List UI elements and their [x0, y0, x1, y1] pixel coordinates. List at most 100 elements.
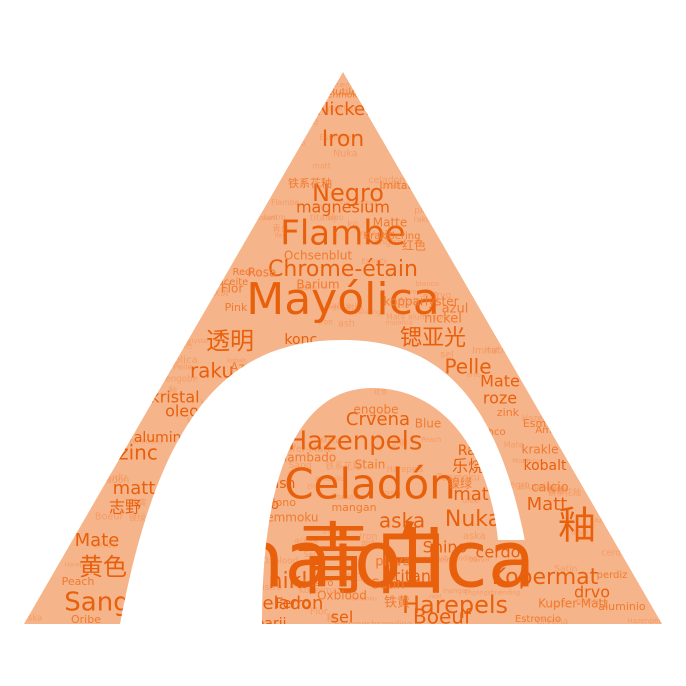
filler-word: Red: [241, 423, 253, 431]
filler-word: Matt: [50, 302, 70, 312]
filler-word: ash: [384, 489, 401, 500]
filler-word: mat: [24, 393, 42, 403]
filler-word: titanij: [167, 211, 188, 220]
word-item: 锶亚光: [400, 326, 466, 351]
word-item: nickel: [424, 312, 462, 327]
filler-word: oleo: [462, 496, 479, 505]
filler-word: Flambe: [271, 198, 299, 207]
word-item: Stain: [355, 458, 386, 472]
word-item: Barium: [296, 278, 339, 292]
filler-word: Iron: [318, 318, 333, 327]
filler-word: 透明: [318, 369, 336, 380]
filler-word: ash: [338, 319, 355, 330]
filler-word: Celadón: [123, 97, 149, 105]
word-item: Peach: [62, 575, 95, 588]
word-item: ash: [271, 476, 296, 492]
filler-word: Oxblood: [27, 160, 64, 170]
filler-word: drvo: [467, 371, 481, 379]
word-item: Ferro: [275, 596, 310, 612]
word-item: barij: [255, 616, 286, 632]
filler-word: ko: [113, 239, 123, 249]
filler-word: Celadón: [203, 625, 228, 633]
filler-word: azul: [624, 254, 640, 263]
filler-word: Matte: [189, 603, 207, 610]
word-item: Mate: [75, 530, 120, 551]
filler-word: roze: [89, 348, 106, 357]
filler-word: Hazenpels: [627, 616, 664, 625]
filler-word: Mate aluminium: [386, 312, 449, 321]
filler-word: kopparlyster: [319, 104, 363, 113]
filler-word: Boeuf: [95, 511, 123, 522]
filler-word: 志野: [622, 491, 635, 500]
filler-word: 铁系花釉: [508, 227, 543, 239]
filler-word: Flor: [561, 352, 578, 363]
filler-word: Azul: [309, 554, 327, 564]
filler-word: nikl: [193, 174, 210, 185]
filler-word: Iron: [408, 288, 420, 295]
filler-word: plava: [469, 555, 489, 564]
word-item: Theestof: [125, 609, 179, 623]
filler-word: temmoku: [224, 92, 253, 99]
word-item: Krakelering: [364, 231, 421, 242]
word-item: 镍绿: [448, 476, 472, 491]
filler-word: ko: [347, 219, 358, 230]
word-item: flambado: [280, 451, 337, 465]
filler-word: 锶亚光: [303, 378, 332, 390]
filler-word: Bleu: [130, 103, 152, 114]
word-item: cerdo: [476, 543, 521, 562]
filler-word: aska: [331, 384, 346, 392]
word-item: magnesium: [296, 198, 390, 217]
word-item: Shino: [423, 538, 468, 557]
filler-word: engobe: [165, 374, 198, 384]
word-item: Mayólica: [246, 274, 440, 325]
filler-word: raku: [413, 215, 430, 224]
filler-word: ko: [400, 154, 410, 164]
word-item: Flor: [221, 282, 244, 296]
filler-word: Crvena: [524, 304, 547, 311]
filler-word: matt: [413, 131, 429, 139]
filler-word: zink: [559, 94, 572, 101]
filler-word: Satin: [339, 302, 363, 313]
filler-word: Negro: [503, 481, 529, 491]
filler-word: Sang: [581, 331, 600, 340]
filler-word: Harepels: [75, 325, 115, 335]
filler-word: kopparlyster: [428, 161, 480, 171]
word-item: Tenmoku: [322, 91, 363, 101]
filler-word: Ochsenblut: [199, 574, 247, 584]
filler-word: Mate: [292, 582, 309, 590]
filler-word: Engangsbrænding: [335, 620, 413, 630]
filler-word: titanij: [310, 214, 336, 224]
filler-word: kobalt: [138, 244, 157, 251]
filler-word: Nuka: [434, 118, 455, 127]
word-item: Mate aluminium: [561, 628, 642, 639]
word-item: 黄色: [79, 553, 127, 581]
filler-word: Mate: [320, 435, 340, 445]
word-item: Engangsbrænding: [296, 624, 397, 637]
word-item: Celadon: [447, 631, 488, 642]
filler-word: 锶亚光: [412, 122, 435, 132]
word-item: vit: [377, 229, 392, 243]
filler-word: ko: [200, 398, 208, 406]
filler-word: 黄色: [180, 341, 193, 350]
word-item: Pelle: [444, 355, 491, 379]
filler-word: Lustro: [242, 270, 262, 277]
filler-word: Oxblood: [261, 556, 298, 566]
filler-word: Celadón: [19, 262, 55, 273]
word-item: Oxblood: [317, 589, 367, 603]
filler-word: alumine: [409, 156, 448, 167]
word-item: Chrome-étain: [268, 257, 418, 282]
word-item: Blue: [415, 417, 442, 431]
filler-word: oleo: [68, 198, 82, 206]
filler-word: Nuka: [170, 562, 190, 571]
filler-word: drvo: [431, 291, 452, 301]
word-item: Mono: [266, 496, 296, 509]
word-item: Iron: [322, 127, 364, 152]
filler-word: kristal: [29, 211, 49, 219]
filler-word: 铁黄: [40, 384, 58, 396]
filler-word: 红色: [628, 359, 640, 367]
filler-word: 铁系花釉: [548, 488, 581, 498]
filler-word: magnesium: [575, 390, 612, 397]
word-item: nikl: [269, 569, 308, 594]
filler-word: 铁黄: [129, 497, 147, 509]
word-item: Matt: [527, 494, 568, 515]
